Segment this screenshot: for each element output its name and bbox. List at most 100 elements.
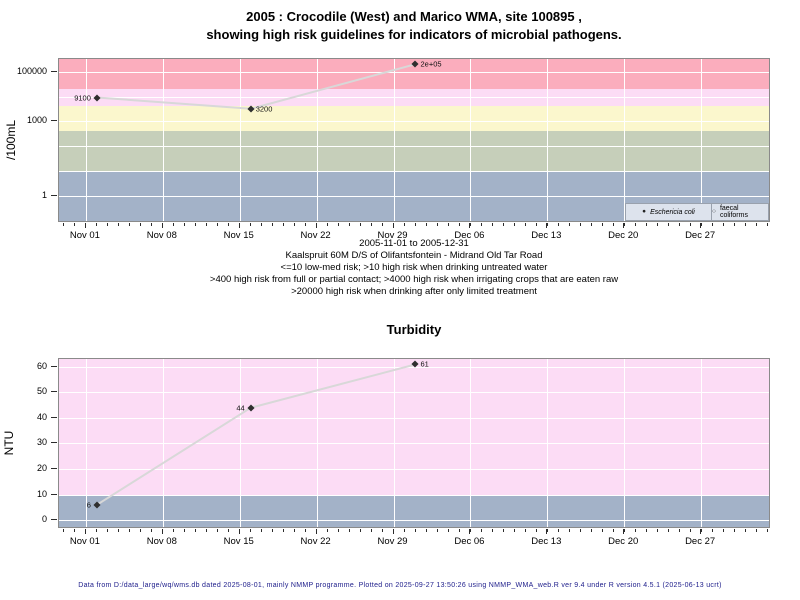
x-axis-tick-label: Nov 01 xyxy=(69,536,100,547)
turbidity-title: Turbidity xyxy=(386,322,442,337)
gridline-vertical xyxy=(701,359,703,527)
x-axis-tick-label: Nov 29 xyxy=(377,230,408,241)
y-axis-tick xyxy=(51,70,57,72)
risk-guideline-line2: >400 high risk from full or partial cont… xyxy=(209,274,619,285)
data-point-label: 44 xyxy=(236,403,245,413)
data-point-label: 61 xyxy=(420,359,429,369)
legend-entry-faecal-coliforms: ○ faecal coliforms xyxy=(712,203,769,221)
y-axis-tick-label: 1000 xyxy=(26,115,47,126)
y-axis-tick-label: 30 xyxy=(36,437,47,448)
data-point-label: 2e+05 xyxy=(420,59,442,69)
gridline-vertical xyxy=(470,359,472,527)
y-axis-tick-label: 10 xyxy=(36,488,47,499)
gridline-horizontal xyxy=(59,392,769,394)
risk-guideline-line3: >20000 high risk when drinking after onl… xyxy=(291,286,537,297)
gridline-horizontal xyxy=(59,469,769,470)
y-axis-tick-label: 40 xyxy=(36,411,47,422)
gridline-horizontal xyxy=(59,96,769,98)
x-axis-tick-label: Nov 29 xyxy=(377,536,408,547)
site-description: Kaalspruit 60M D/S of Olifantsfontein - … xyxy=(285,250,543,261)
y-axis-tick xyxy=(51,416,57,418)
gridline-vertical xyxy=(316,359,318,527)
chart-microbial-plot-area: ● Eschericia coli ○ faecal coliforms 910… xyxy=(58,58,770,222)
gridline-vertical xyxy=(701,59,703,221)
gridline-horizontal xyxy=(59,494,769,496)
risk-band xyxy=(59,89,769,107)
open-circle-icon: ○ xyxy=(712,207,716,215)
risk-band xyxy=(59,106,769,132)
y-axis-tick xyxy=(51,442,57,444)
y-axis-tick-label: 60 xyxy=(36,360,47,371)
x-axis-tick-label: Nov 08 xyxy=(146,230,177,241)
x-axis-tick-label: Nov 22 xyxy=(300,230,331,241)
gridline-vertical xyxy=(470,59,472,221)
x-axis-tick-label: Dec 27 xyxy=(685,536,716,547)
y-axis-tick-label: 50 xyxy=(36,386,47,397)
x-axis-date-range: 2005-11-01 to 2005-12-31 xyxy=(359,238,469,249)
x-axis-tick-label: Dec 06 xyxy=(454,536,485,547)
page-title-line2: showing high risk guidelines for indicat… xyxy=(206,27,622,42)
gridline-horizontal xyxy=(59,520,769,522)
x-axis-tick-label: Nov 22 xyxy=(300,536,331,547)
data-point-label: 9100 xyxy=(74,93,91,103)
gridline-vertical xyxy=(162,59,164,221)
filled-circle-icon: ● xyxy=(642,207,647,215)
y-axis-tick xyxy=(51,120,57,122)
gridline-horizontal xyxy=(59,195,769,197)
x-axis-minor-ticks xyxy=(58,529,770,532)
y-axis-tick-label: 1 xyxy=(41,189,47,200)
gridline-horizontal xyxy=(59,170,769,172)
y-axis-tick xyxy=(51,493,57,495)
gridline-vertical xyxy=(239,59,241,221)
y-axis-tick-label: 100000 xyxy=(16,65,47,76)
gridline-horizontal xyxy=(59,220,769,221)
series-line xyxy=(96,363,416,506)
gridline-horizontal xyxy=(59,71,769,73)
x-axis-tick-label: Dec 20 xyxy=(608,230,639,241)
y-axis-tick xyxy=(51,519,57,521)
gridline-vertical xyxy=(162,359,164,527)
page-title-line1: 2005 : Crocodile (West) and Marico WMA, … xyxy=(246,9,582,24)
gridline-vertical xyxy=(624,59,626,221)
x-axis-tick-label: Nov 15 xyxy=(223,536,254,547)
gridline-vertical xyxy=(316,59,318,221)
gridline-vertical xyxy=(85,59,87,221)
x-axis-minor-ticks xyxy=(58,223,770,226)
chart-turbidity-plot-area: 6 44 61 xyxy=(58,358,770,528)
risk-band xyxy=(59,494,769,527)
gridline-vertical xyxy=(239,359,241,527)
gridline-vertical xyxy=(624,359,626,527)
gridline-horizontal xyxy=(59,121,769,123)
x-axis-tick-label: Dec 27 xyxy=(685,230,716,241)
gridline-vertical xyxy=(547,59,549,221)
y-axis-tick xyxy=(51,468,57,469)
legend-label-faecal-coliforms: faecal coliforms xyxy=(719,205,748,219)
data-point-label: 3200 xyxy=(255,104,273,114)
gridline-horizontal xyxy=(59,417,769,419)
x-axis-tick-label: Dec 20 xyxy=(608,536,639,547)
series-line xyxy=(96,63,416,110)
gridline-vertical xyxy=(85,359,87,527)
y-axis-tick xyxy=(51,365,57,367)
x-axis-tick-label: Nov 15 xyxy=(223,230,254,241)
risk-band xyxy=(59,359,769,495)
legend-label-escherichia-coli: Eschericia coli xyxy=(650,208,695,216)
x-axis-tick-label: Dec 06 xyxy=(454,230,485,241)
x-axis-tick-label: Nov 08 xyxy=(146,536,177,547)
legend: ● Eschericia coli ○ faecal coliforms xyxy=(625,203,769,221)
data-point-label: 6 xyxy=(86,500,91,510)
gridline-horizontal xyxy=(59,146,769,148)
gridline-horizontal xyxy=(59,443,769,445)
legend-entry-escherichia-coli: ● Eschericia coli xyxy=(625,203,712,221)
x-axis-tick-label: Dec 13 xyxy=(531,536,562,547)
risk-band xyxy=(59,131,769,171)
risk-guideline-line1: <=10 low-med risk; >10 high risk when dr… xyxy=(280,262,548,273)
y-axis-tick xyxy=(51,391,57,393)
x-axis-tick-label: Nov 01 xyxy=(69,230,100,241)
y-axis-tick xyxy=(51,194,57,196)
x-axis-tick-label: Dec 13 xyxy=(531,230,562,241)
footer-provenance-text: Data from D:/data_large/wq/wms.db dated … xyxy=(78,582,722,589)
gridline-vertical xyxy=(393,59,395,221)
gridline-vertical xyxy=(393,359,395,527)
